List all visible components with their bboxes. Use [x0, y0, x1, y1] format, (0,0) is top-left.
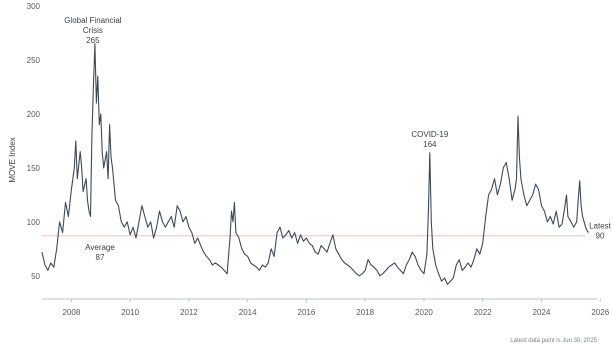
y-tick-label: 100	[27, 218, 41, 227]
x-tick-label: 2008	[62, 308, 80, 317]
annotation-label: COVID-19	[411, 130, 448, 139]
footnote: Latest data point is Jun 30, 2025	[510, 338, 597, 344]
x-axis: 2008 2010 2012 2014 2016 2018 2020 2022 2024 2026	[42, 298, 610, 317]
y-tick-label: 200	[27, 110, 41, 119]
x-tick-label: 2022	[474, 308, 492, 317]
y-axis-label: MOVE Index	[8, 137, 17, 182]
y-tick-label: 300	[27, 2, 41, 11]
x-tick-label: 2014	[239, 308, 257, 317]
x-tick-label: 2010	[121, 308, 139, 317]
x-tick-label: 2012	[180, 308, 198, 317]
annotation-value: 164	[423, 140, 437, 149]
average-label: Average	[85, 243, 115, 252]
x-tick-label: 2018	[356, 308, 374, 317]
y-axis: 50 100 150 200 250 300	[27, 2, 41, 281]
y-tick-label: 50	[31, 272, 40, 281]
average-value: 87	[96, 253, 105, 262]
x-tick-label: 2020	[415, 308, 433, 317]
y-tick-label: 150	[27, 164, 41, 173]
annotation-value: 265	[86, 36, 100, 45]
x-tick-label: 2024	[533, 308, 551, 317]
annotation-label: Global Financial Crisis	[64, 16, 122, 35]
series-line-0	[41, 43, 589, 285]
series-group	[41, 43, 589, 285]
y-tick-label: 250	[27, 56, 41, 65]
annotation-value: 90	[596, 232, 605, 241]
annotation-label: Latest	[589, 222, 612, 231]
x-tick-label: 2016	[298, 308, 316, 317]
x-tick-label: 2026	[591, 308, 609, 317]
